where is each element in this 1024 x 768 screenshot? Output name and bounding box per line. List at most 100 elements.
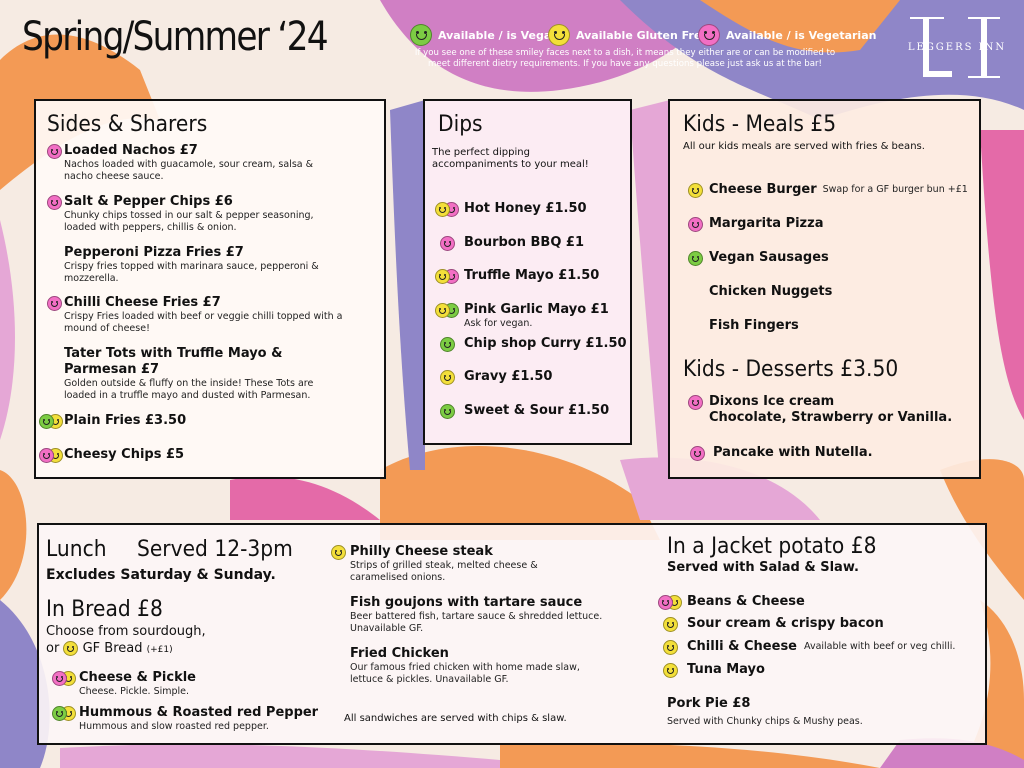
logo-text: LEGGERS INN [907, 42, 1007, 53]
in-bread-heading: In Bread £8 [46, 597, 163, 622]
lunch-item-desc: Strips of grilled steak, melted cheese &… [350, 560, 538, 583]
lunch-excludes: Excludes Saturday & Sunday. [46, 567, 276, 583]
kids-item-name: Chicken Nuggets [709, 284, 833, 299]
gf-bread-price: (+£1) [146, 645, 173, 655]
lunch-heading: Lunch [46, 537, 107, 562]
vegetarian-smiley-icon [46, 195, 62, 210]
vegetarian-smiley-icon [687, 395, 703, 410]
lunch-item-name: Fish goujons with tartare sauce [350, 595, 583, 610]
kids-panel: Kids - Meals £5 All our kids meals are s… [668, 99, 981, 479]
jacket-heading: In a Jacket potato £8 [667, 534, 877, 559]
sides-item-name: Pepperoni Pizza Fries £7 [64, 245, 244, 260]
dip-name: Gravy £1.50 [464, 369, 553, 384]
lunch-item-name: Hummous & Roasted red Pepper [79, 705, 319, 720]
jacket-item: Sour cream & crispy bacon [653, 616, 884, 632]
dip-item: Bourbon BBQ £1 [430, 235, 584, 251]
dips-panel: Dips The perfect dipping accompaniments … [423, 99, 632, 445]
gluten-free-smiley-icon [435, 202, 450, 217]
vegetarian-smiley-icon [689, 446, 705, 461]
vegan-smiley-icon [439, 404, 455, 419]
vegan-smiley-icon [52, 706, 67, 721]
kids-item: Fish Fingers [681, 318, 799, 334]
kids-item-name: Vegan Sausages [709, 250, 829, 265]
leggers-inn-logo: LEGGERS INN [896, 14, 1018, 80]
lunch-item-desc: Our famous fried chicken with home made … [350, 662, 580, 685]
legend-vegetarian: Available / is Vegetarian [698, 20, 876, 50]
sides-panel: Sides & Sharers Loaded Nachos £7 Nachos … [34, 99, 386, 479]
lunch-item: Fried Chicken Our famous fried chicken w… [326, 646, 600, 686]
legend-vegan: Available / is Vegan [410, 20, 559, 50]
lunch-item-name: Philly Cheese steak [350, 544, 493, 559]
sides-item-desc: Golden outside & fluffy on the inside! T… [64, 378, 314, 401]
gluten-free-smiley-icon [548, 24, 570, 46]
dips-heading: Dips [438, 112, 483, 137]
dip-name: Chip shop Curry £1.50 [464, 336, 627, 351]
jacket-item-name: Beans & Cheese [687, 594, 805, 609]
kids-item: Chicken Nuggets [681, 284, 832, 300]
gluten-free-smiley-icon [687, 183, 703, 198]
lunch-item: Cheese & Pickle Cheese. Pickle. Simple. [49, 670, 196, 698]
lunch-heading-row: Lunch Served 12-3pm [46, 537, 306, 563]
kids-dessert-name: Dixons Ice cream [709, 394, 835, 409]
dips-subtitle: The perfect dipping accompaniments to yo… [432, 147, 589, 170]
jacket-item-name: Tuna Mayo [687, 662, 765, 677]
vegan-smiley-icon [439, 337, 455, 352]
lunch-item: Philly Cheese steak Strips of grilled st… [326, 544, 570, 584]
vegan-smiley-icon [39, 414, 54, 429]
kids-item-name: Cheese Burger [709, 182, 817, 197]
bread-choice: Choose from sourdough, [46, 624, 206, 639]
sides-item-desc: Crispy Fries loaded with beef or veggie … [64, 311, 343, 334]
sides-item-name: Cheesy Chips £5 [64, 447, 185, 462]
menu-title: Spring/Summer ‘24 [22, 14, 329, 60]
jacket-item-name: Sour cream & crispy bacon [687, 616, 884, 631]
pork-pie-desc: Served with Chunky chips & Mushy peas. [667, 716, 863, 727]
dip-item: Chip shop Curry £1.50 [430, 336, 627, 352]
jacket-item: Tuna Mayo [653, 662, 765, 678]
dip-item: Truffle Mayo £1.50 [430, 268, 599, 284]
sides-item-name: Plain Fries £3.50 [64, 413, 187, 428]
kids-dessert: Pancake with Nutella. [681, 445, 873, 461]
bread-or: or [46, 641, 60, 656]
sides-item-desc: Chunky chips tossed in our salt & pepper… [64, 210, 314, 233]
sides-heading: Sides & Sharers [47, 112, 208, 137]
lunch-item-desc: Hummous and slow roasted red pepper. [79, 721, 269, 732]
dip-name: Truffle Mayo £1.50 [464, 268, 600, 283]
pork-pie-heading: Pork Pie £8 [667, 696, 751, 711]
sides-item-desc: Nachos loaded with guacamole, sour cream… [64, 159, 314, 182]
gluten-free-smiley-icon [63, 641, 79, 656]
dip-note: Ask for vegan. [464, 318, 533, 329]
vegan-smiley-icon [687, 251, 703, 266]
lunch-item: Hummous & Roasted red Pepper Hummous and… [49, 705, 318, 733]
gluten-free-smiley-icon [330, 545, 346, 560]
kids-dessert: Dixons Ice cream Chocolate, Strawberry o… [681, 394, 952, 426]
vegetarian-smiley-icon [46, 296, 62, 311]
sides-item: Tater Tots with Truffle Mayo & Parmesan … [44, 346, 344, 402]
sides-item: Cheesy Chips £5 [38, 447, 338, 463]
kids-desserts-heading: Kids - Desserts £3.50 [683, 357, 899, 382]
kids-meals-subtitle: All our kids meals are served with fries… [683, 141, 925, 152]
bread-choice-gf-row: or GF Bread (+£1) [46, 641, 173, 658]
sides-item-name: Chilli Cheese Fries £7 [64, 295, 221, 310]
kids-item: Vegan Sausages [681, 250, 829, 266]
dip-item: Hot Honey £1.50 [430, 201, 587, 217]
dip-name: Pink Garlic Mayo £1 [464, 302, 609, 317]
vegetarian-smiley-icon [439, 236, 455, 251]
lunch-item-desc: Beer battered fish, tartare sauce & shre… [350, 611, 603, 634]
vegetarian-smiley-icon [46, 144, 62, 159]
vegetarian-smiley-icon [658, 595, 673, 610]
lunch-item-desc: Cheese. Pickle. Simple. [79, 686, 190, 697]
vegetarian-smiley-icon [698, 24, 720, 46]
jacket-item: Chilli & Cheese Available with beef or v… [653, 639, 955, 655]
sides-item: Loaded Nachos £7 Nachos loaded with guac… [44, 143, 344, 183]
sides-item: Salt & Pepper Chips £6 Chunky chips toss… [44, 194, 344, 234]
kids-item-name: Fish Fingers [709, 318, 799, 333]
legend-vegetarian-label: Available / is Vegetarian [726, 28, 877, 42]
jacket-item: Beans & Cheese [653, 594, 805, 610]
dip-name: Sweet & Sour £1.50 [464, 403, 610, 418]
gf-bread: GF Bread [82, 641, 143, 656]
kids-dessert-flavours: Chocolate, Strawberry or Vanilla. [709, 410, 953, 425]
legend-gluten-free-label: Available Gluten Free [576, 28, 709, 42]
lunch-item-name: Cheese & Pickle [79, 670, 196, 685]
dip-item: Gravy £1.50 [430, 369, 552, 385]
sides-item: Plain Fries £3.50 [38, 413, 338, 429]
